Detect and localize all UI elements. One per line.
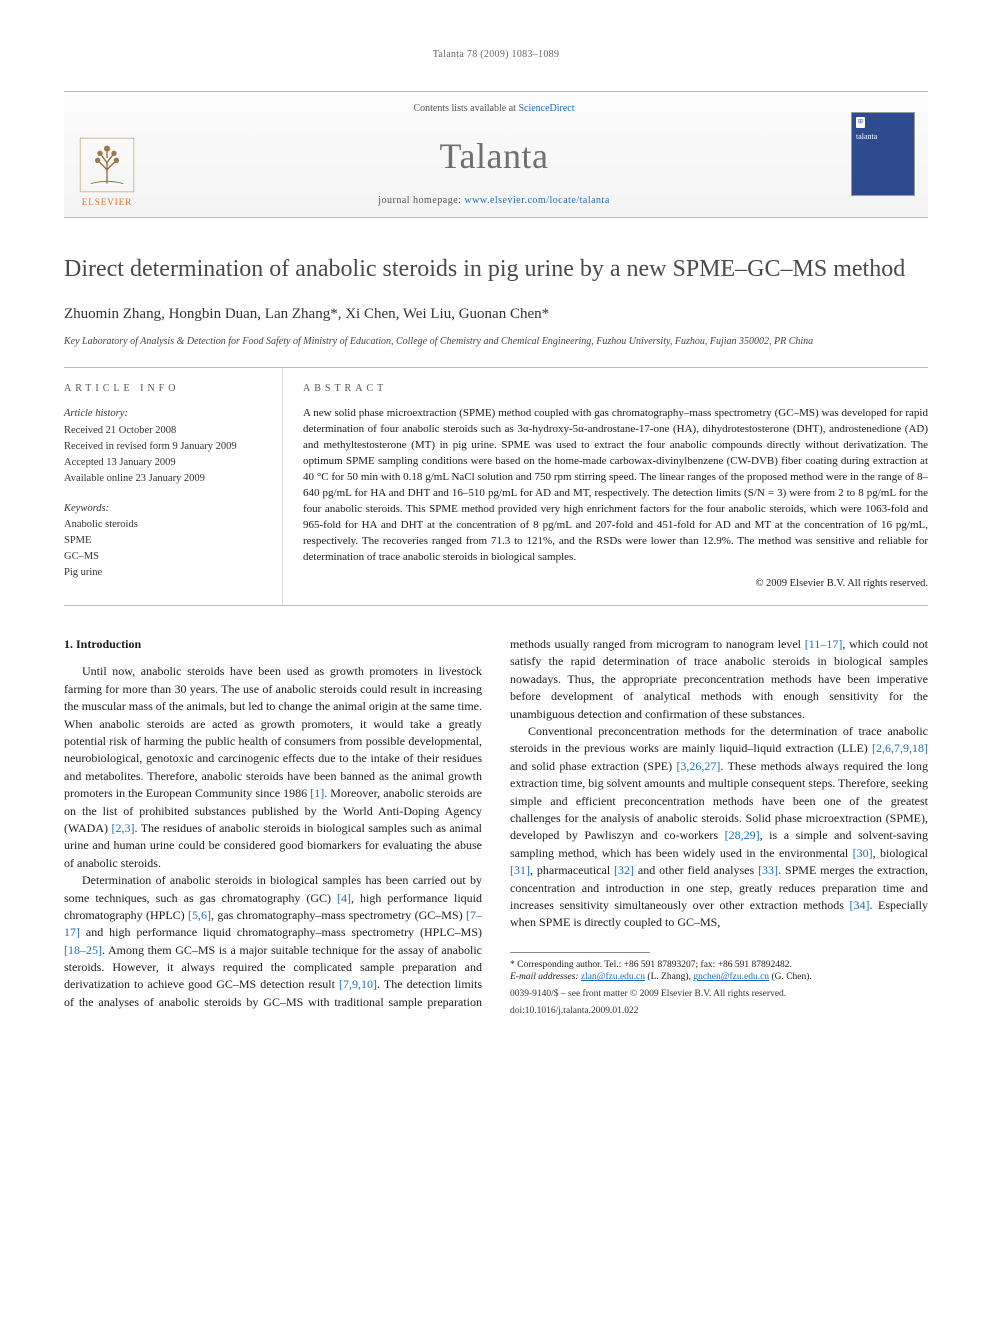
- corresponding-author-note: * Corresponding author. Tel.: +86 591 87…: [510, 959, 928, 972]
- body-text-span: , pharmaceutical: [530, 863, 614, 877]
- article-info-heading: ARTICLE INFO: [64, 382, 264, 397]
- keyword-item: GC–MS: [64, 549, 264, 564]
- citation-link[interactable]: [18–25]: [64, 943, 102, 957]
- citation-link[interactable]: [31]: [510, 863, 530, 877]
- history-label: Article history:: [64, 406, 264, 421]
- abstract-heading: ABSTRACT: [303, 382, 928, 397]
- body-text-span: , gas chromatography–mass spectrometry (…: [211, 908, 466, 922]
- keywords-label: Keywords:: [64, 501, 264, 516]
- history-revised: Received in revised form 9 January 2009: [64, 439, 264, 454]
- banner-center: Contents lists available at ScienceDirec…: [150, 92, 838, 217]
- contents-line: Contents lists available at ScienceDirec…: [158, 102, 830, 117]
- body-paragraph: Until now, anabolic steroids have been u…: [64, 663, 482, 872]
- abstract-column: ABSTRACT A new solid phase microextracti…: [282, 368, 928, 605]
- journal-banner: ELSEVIER Contents lists available at Sci…: [64, 91, 928, 218]
- footnotes-block: * Corresponding author. Tel.: +86 591 87…: [510, 959, 928, 1018]
- body-text-span: , biological: [873, 846, 928, 860]
- keyword-item: Pig urine: [64, 565, 264, 580]
- affiliation: Key Laboratory of Analysis & Detection f…: [64, 335, 928, 349]
- footnote-separator: [510, 952, 650, 953]
- citation-link[interactable]: [28,29]: [725, 828, 760, 842]
- citation-link[interactable]: [2,3]: [111, 821, 134, 835]
- homepage-line: journal homepage: www.elsevier.com/locat…: [158, 194, 830, 209]
- citation-link[interactable]: [7,9,10]: [339, 977, 377, 991]
- issn-line: 0039-9140/$ – see front matter © 2009 El…: [510, 988, 928, 1001]
- journal-cover-thumbnail: ⊞ talanta: [851, 112, 915, 196]
- citation-link[interactable]: [5,6]: [188, 908, 211, 922]
- cover-title-text: talanta: [856, 131, 877, 143]
- section-1-heading: 1. Introduction: [64, 636, 482, 653]
- cover-thumb-container: ⊞ talanta: [838, 92, 928, 217]
- history-received: Received 21 October 2008: [64, 423, 264, 438]
- history-online: Available online 23 January 2009: [64, 471, 264, 486]
- doi-line: doi:10.1016/j.talanta.2009.01.022: [510, 1005, 928, 1018]
- running-header: Talanta 78 (2009) 1083–1089: [64, 48, 928, 63]
- author-list: Zhuomin Zhang, Hongbin Duan, Lan Zhang*,…: [64, 304, 928, 326]
- keyword-item: SPME: [64, 533, 264, 548]
- email-label: E-mail addresses:: [510, 972, 581, 982]
- abstract-text: A new solid phase microextraction (SPME)…: [303, 406, 928, 565]
- info-abstract-row: ARTICLE INFO Article history: Received 2…: [64, 367, 928, 606]
- publisher-block: ELSEVIER: [64, 92, 150, 217]
- email-line: E-mail addresses: zlan@fzu.edu.cn (L. Zh…: [510, 971, 928, 984]
- article-title: Direct determination of anabolic steroid…: [64, 254, 928, 284]
- citation-link[interactable]: [3,26,27]: [676, 759, 720, 773]
- citation-link[interactable]: [32]: [614, 863, 634, 877]
- publisher-label: ELSEVIER: [82, 196, 133, 209]
- citation-link[interactable]: [33]: [758, 863, 778, 877]
- citation-link[interactable]: [34]: [849, 898, 869, 912]
- sciencedirect-link[interactable]: ScienceDirect: [518, 103, 574, 114]
- body-text-span: Until now, anabolic steroids have been u…: [64, 664, 482, 800]
- cover-mini-logo: ⊞: [856, 117, 865, 128]
- article-info-column: ARTICLE INFO Article history: Received 2…: [64, 368, 282, 605]
- page-container: Talanta 78 (2009) 1083–1089 ELSEVIER Con…: [0, 0, 992, 1058]
- citation-link[interactable]: [30]: [853, 846, 873, 860]
- body-paragraph: Conventional preconcentration methods fo…: [510, 723, 928, 932]
- history-accepted: Accepted 13 January 2009: [64, 455, 264, 470]
- citation-link[interactable]: [1]: [310, 786, 324, 800]
- body-text-span: Conventional preconcentration methods fo…: [510, 724, 928, 755]
- email-link[interactable]: zlan@fzu.edu.cn: [581, 972, 645, 982]
- body-text-span: and high performance liquid chromatograp…: [80, 925, 482, 939]
- homepage-link[interactable]: www.elsevier.com/locate/talanta: [464, 195, 609, 206]
- citation-link[interactable]: [4]: [337, 891, 351, 905]
- email-who: (G. Chen).: [769, 972, 812, 982]
- keyword-item: Anabolic steroids: [64, 517, 264, 532]
- abstract-copyright: © 2009 Elsevier B.V. All rights reserved…: [303, 576, 928, 591]
- citation-link[interactable]: [11–17]: [805, 637, 843, 651]
- contents-prefix: Contents lists available at: [413, 103, 518, 114]
- email-link[interactable]: gnchen@fzu.edu.cn: [693, 972, 769, 982]
- citation-link[interactable]: [2,6,7,9,18]: [872, 741, 928, 755]
- email-who: (L. Zhang),: [645, 972, 693, 982]
- journal-title: Talanta: [158, 130, 830, 182]
- body-text-columns: 1. Introduction Until now, anabolic ster…: [64, 636, 928, 1018]
- body-text-span: and other field analyses: [634, 863, 758, 877]
- elsevier-tree-icon: [78, 136, 136, 194]
- body-text-span: and solid phase extraction (SPE): [510, 759, 676, 773]
- homepage-prefix: journal homepage:: [378, 195, 464, 206]
